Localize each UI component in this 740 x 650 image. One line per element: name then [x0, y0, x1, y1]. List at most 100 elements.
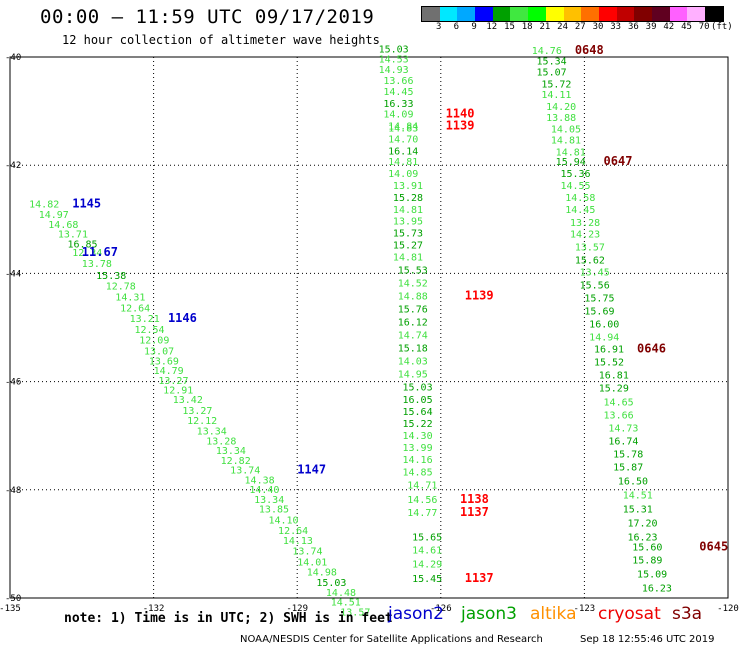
- longitude-label: -129: [286, 604, 308, 614]
- colorbar-swatch: [563, 7, 582, 21]
- wave-height-value: 14.74: [398, 330, 428, 341]
- wave-height-value: 16.05: [403, 395, 433, 406]
- colorbar-label: 30: [592, 22, 604, 32]
- credit-timestamp: Sep 18 12:55:46 UTC 2019: [580, 634, 715, 645]
- pass-time-label: 1139: [446, 118, 475, 132]
- wave-height-value: 12.91: [163, 386, 193, 397]
- wave-height-value: 14.30: [403, 431, 433, 442]
- wave-height-value: 14.70: [388, 134, 418, 145]
- wave-height-value: 14.88: [398, 291, 428, 302]
- wave-height-value: 13.74: [230, 466, 260, 477]
- colorbar-swatch: [598, 7, 617, 21]
- wave-height-value: 15.76: [398, 304, 428, 315]
- colorbar-label: 27: [574, 22, 586, 32]
- wave-height-value: 14.81: [551, 136, 581, 147]
- wave-height-value: 16.85: [67, 239, 97, 250]
- wave-height-value: 15.89: [632, 555, 662, 566]
- pass-time-label: 1138: [460, 492, 489, 506]
- wave-height-value: 16.12: [398, 317, 428, 328]
- wave-height-value: 15.34: [537, 57, 567, 68]
- legend-jason2: jason2: [388, 604, 444, 624]
- wave-height-value: 13.91: [393, 181, 423, 192]
- wave-height-value: 15.18: [398, 343, 428, 354]
- colorbar-swatch: [422, 7, 440, 21]
- wave-height-value: 13.99: [403, 443, 433, 454]
- colorbar-swatch: [528, 7, 546, 21]
- wave-height-value: 14.48: [326, 588, 356, 599]
- wave-height-value: 13.45: [580, 268, 610, 279]
- wave-height-value: 14.56: [407, 495, 437, 506]
- colorbar-label: 70: [698, 22, 710, 32]
- wave-height-value: 14.51: [331, 598, 361, 609]
- wave-height-value: 15.38: [96, 271, 126, 282]
- wave-height-value: 14.82: [29, 199, 59, 210]
- colorbar-swatch: [616, 7, 635, 21]
- wave-height-value: 14.83: [388, 124, 418, 135]
- wave-height-value: 13.85: [259, 505, 289, 516]
- pass-time-label: 1139: [465, 288, 494, 302]
- wave-height-value: 15.52: [594, 357, 624, 368]
- wave-height-value: 15.53: [398, 265, 428, 276]
- latitude-label: -44: [5, 269, 21, 279]
- wave-height-value: 14.13: [283, 536, 313, 547]
- wave-height-value: 13.34: [216, 446, 246, 457]
- pass-time-label: 1140: [446, 107, 475, 121]
- wave-height-value: 14.53: [379, 54, 409, 65]
- pass-time-label: 1137: [465, 571, 494, 585]
- colorbar-swatch: [634, 7, 652, 21]
- legend-altika: altika: [530, 604, 577, 624]
- longitude-label: -132: [143, 604, 165, 614]
- wave-height-value: 14.73: [608, 423, 638, 434]
- legend-s3a: s3a: [672, 604, 703, 624]
- pass-time-label: 1147: [297, 463, 326, 477]
- wave-height-value: 16.23: [642, 584, 672, 595]
- wave-height-value: 13.28: [570, 218, 600, 229]
- colorbar-swatch: [439, 7, 458, 21]
- wave-height-value: 15.62: [575, 256, 605, 267]
- wave-height-value: 13.21: [130, 314, 160, 325]
- colorbar-label: 3: [435, 22, 442, 32]
- wave-height-value: 14.16: [403, 455, 433, 466]
- wave-height-value: 17.20: [627, 519, 657, 530]
- wave-height-value: 12.54: [134, 325, 164, 336]
- longitude-label: -120: [717, 604, 739, 614]
- wave-height-value: 14.95: [398, 369, 428, 380]
- wave-height-value: 13.88: [546, 113, 576, 124]
- latitude-label: -40: [5, 53, 21, 63]
- wave-height-value: 13.69: [149, 356, 179, 367]
- wave-height-value: 16.14: [388, 146, 418, 157]
- colorbar-swatch: [669, 7, 688, 21]
- latitude-label: -50: [5, 594, 21, 604]
- pass-time-label: 1145: [72, 196, 101, 210]
- wave-height-value: 14.76: [532, 46, 562, 57]
- colorbar-swatch: [510, 7, 529, 21]
- legend-jason3: jason3: [461, 604, 517, 624]
- wave-height-value: 12.12: [187, 416, 217, 427]
- wave-height-value: 15.28: [393, 193, 423, 204]
- latitude-label: -48: [5, 486, 21, 496]
- wave-height-value: 15.60: [632, 542, 662, 553]
- wave-height-value: 14.55: [560, 181, 590, 192]
- wave-height-value: 15.45: [412, 574, 442, 585]
- page-title: 00:00 – 11:59 UTC 09/17/2019: [40, 6, 375, 28]
- wave-height-value: 14.98: [307, 567, 337, 578]
- wave-height-value: 14.05: [551, 125, 581, 136]
- wave-height-value: 14.09: [388, 169, 418, 180]
- legend-cryosat: cryosat: [598, 604, 661, 624]
- colorbar-swatch: [475, 7, 493, 21]
- pass-time-label: 0646: [637, 341, 666, 355]
- wave-height-value: 14.71: [407, 481, 437, 492]
- wave-height-value: 13.57: [575, 243, 605, 254]
- wave-height-value: 15.29: [599, 383, 629, 394]
- wave-height-value: 13.95: [393, 217, 423, 228]
- wave-height-value: 14.77: [407, 508, 437, 519]
- pass-time-label: 1137: [460, 505, 489, 519]
- wave-height-value: 14.01: [297, 558, 327, 569]
- pass-time-label: 1146: [168, 311, 197, 325]
- wave-height-value: 14.03: [398, 356, 428, 367]
- wave-height-value: 15.09: [637, 569, 667, 580]
- wave-height-value: 12.64: [120, 303, 150, 314]
- wave-height-value: 15.87: [613, 462, 643, 473]
